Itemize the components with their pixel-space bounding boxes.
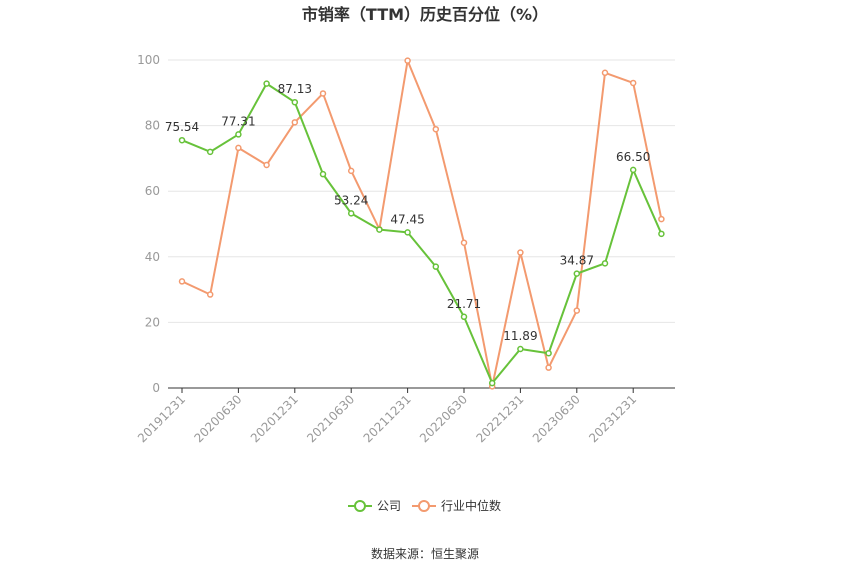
y-tick-label: 40 (145, 250, 160, 264)
data-point[interactable] (629, 166, 637, 174)
data-labels: 75.54 77.31 87.13 53.24 47.45 21.71 11.89 34.87… (165, 82, 651, 343)
data-point[interactable] (629, 79, 637, 87)
data-point[interactable] (376, 226, 383, 233)
legend[interactable]: 公司 行业中位数 (348, 498, 501, 513)
data-point[interactable] (432, 125, 440, 133)
data-point[interactable] (658, 230, 665, 238)
data-point[interactable] (206, 148, 214, 156)
data-point[interactable] (573, 307, 581, 314)
data-point[interactable] (573, 270, 581, 277)
data-point[interactable] (319, 170, 327, 178)
data-point[interactable] (178, 278, 186, 285)
data-point[interactable] (404, 57, 411, 64)
source-note: 数据来源：恒生聚源 (371, 546, 479, 561)
data-point[interactable] (347, 167, 355, 175)
grid (168, 59, 675, 323)
legend-label-industry-median: 行业中位数 (441, 498, 501, 513)
data-label: 87.13 (278, 82, 312, 96)
data-point[interactable] (206, 291, 214, 298)
data-point[interactable] (404, 229, 411, 236)
data-point[interactable] (460, 239, 468, 246)
data-label: 66.50 (616, 150, 650, 164)
x-tick-label: 20220630 (417, 392, 470, 445)
data-point[interactable] (601, 69, 609, 77)
y-tick-label: 20 (145, 315, 160, 329)
data-point[interactable] (658, 215, 665, 223)
y-tick-label: 0 (152, 381, 160, 395)
legend-item-company[interactable]: 公司 (348, 499, 401, 513)
y-tick-label: 60 (145, 184, 160, 198)
data-point[interactable] (178, 136, 186, 144)
series-line-0 (181, 82, 663, 385)
data-point[interactable] (517, 249, 524, 256)
data-label: 75.54 (165, 120, 199, 134)
data-label: 77.31 (221, 114, 255, 128)
x-tick-label: 20200630 (191, 392, 244, 445)
x-tick-label: 20191231 (135, 392, 188, 445)
legend-marker-company (354, 500, 366, 512)
data-point[interactable] (263, 161, 270, 169)
data-point[interactable] (488, 379, 496, 387)
legend-item-industry-median[interactable]: 行业中位数 (412, 498, 501, 513)
data-point[interactable] (347, 210, 355, 217)
data-point[interactable] (601, 260, 609, 267)
x-tick-label: 20231231 (586, 392, 639, 445)
data-point[interactable] (235, 131, 242, 138)
data-point[interactable] (235, 144, 242, 152)
x-tick-label: 20210630 (304, 392, 357, 445)
legend-marker-industry-median (418, 500, 430, 512)
data-label: 21.71 (447, 297, 481, 311)
data-point[interactable] (545, 364, 552, 371)
x-tick-label: 20221231 (473, 392, 526, 445)
series (178, 57, 665, 390)
y-tick-label: 100 (137, 53, 160, 67)
y-tick-label: 80 (145, 119, 160, 133)
data-point[interactable] (545, 349, 552, 357)
y-axis-ticks: 0 20 40 60 80 100 (137, 53, 160, 395)
x-tick-label: 20211231 (361, 392, 414, 445)
data-point[interactable] (263, 80, 270, 87)
data-label: 11.89 (503, 329, 537, 343)
data-label: 47.45 (390, 212, 424, 226)
data-point[interactable] (291, 98, 299, 106)
data-point[interactable] (460, 313, 468, 321)
chart-title: 市销率（TTM）历史百分位（%） (302, 5, 548, 24)
x-tick-label: 20201231 (248, 392, 301, 445)
data-point[interactable] (432, 263, 440, 270)
data-point[interactable] (319, 90, 327, 97)
x-tick-label: 20230630 (530, 392, 583, 445)
legend-label-company: 公司 (377, 499, 401, 513)
data-label: 34.87 (560, 254, 594, 268)
data-label: 53.24 (334, 193, 368, 207)
data-point[interactable] (291, 119, 299, 126)
data-point[interactable] (517, 345, 524, 353)
x-axis-ticks: 20191231 20200630 20201231 20210630 20211231… (135, 388, 639, 445)
